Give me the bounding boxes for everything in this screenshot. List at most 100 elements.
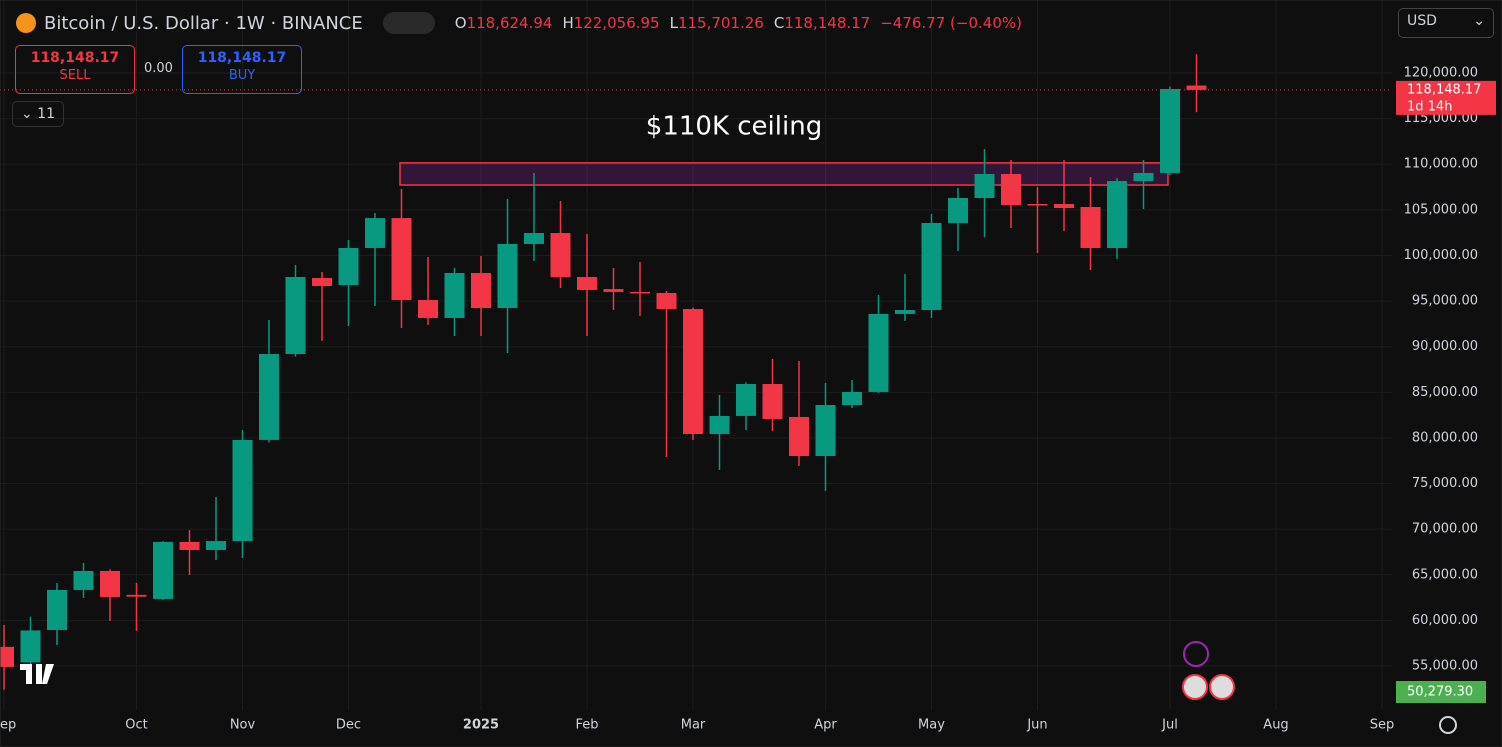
indicator-count: 11 <box>37 106 55 122</box>
flag-icon <box>1209 674 1235 700</box>
candle-body <box>126 594 147 597</box>
y-tick-label: 75,000.00 <box>1412 476 1478 491</box>
candle-body <box>1186 85 1207 90</box>
low-marker-label: 50,279.30 <box>1407 685 1473 700</box>
ohlc-key: C <box>773 14 785 32</box>
candle-body <box>656 292 677 310</box>
ohlc: O 118,624.94 H 122,056.95 L 115,701.26 C 118,14… <box>455 14 881 32</box>
annotation-text: $110K ceiling <box>646 111 822 141</box>
countdown: 1d 14h <box>1407 99 1452 114</box>
candle-body <box>974 173 995 198</box>
candle-body <box>895 310 915 314</box>
x-tick-label: Apr <box>814 718 837 733</box>
candle-body <box>868 313 889 392</box>
y-tick-label: 65,000.00 <box>1412 567 1478 582</box>
candle-body <box>683 309 703 435</box>
x-tick-label: 2025 <box>463 718 499 733</box>
buy-price: 118,148.17 <box>197 50 287 66</box>
x-tick-label: Oct <box>125 718 147 733</box>
sell-button[interactable]: 118,148.17 SELL <box>15 45 135 94</box>
candle-body <box>100 570 120 597</box>
candle-body <box>471 272 491 309</box>
candle-body <box>0 646 14 667</box>
ohlc-value: 118,624.94 <box>466 14 553 32</box>
status-pill[interactable] <box>382 12 435 34</box>
ohlc-value: 122,056.95 <box>573 14 660 32</box>
candle-body <box>444 272 465 318</box>
y-tick-label: 105,000.00 <box>1404 202 1478 217</box>
symbol[interactable]: Bitcoin / U.S. Dollar · 1W · BINANCE <box>44 12 363 34</box>
candle-body <box>1001 173 1021 206</box>
header: Bitcoin / U.S. Dollar · 1W · BINANCE O 11… <box>16 12 1032 34</box>
candle-body <box>762 384 783 419</box>
candle-body <box>1080 207 1101 248</box>
candle-body <box>1160 88 1180 173</box>
x-tick-label: Jun <box>1026 718 1047 733</box>
ohlc-value: 115,701.26 <box>677 14 764 32</box>
event-icon <box>1183 641 1209 667</box>
x-tick-label: Jul <box>1161 718 1178 733</box>
candle-body <box>630 291 650 294</box>
y-tick-label: 85,000.00 <box>1412 385 1478 400</box>
chevron: ⌄ <box>1473 13 1485 29</box>
candle-body <box>921 222 942 311</box>
low-marker-tag <box>1396 681 1486 703</box>
y-tick-label: 95,000.00 <box>1412 294 1478 309</box>
candle-body <box>789 416 809 456</box>
coin-icon <box>16 13 36 33</box>
candle-body <box>259 353 279 440</box>
candle-body <box>232 439 253 542</box>
x-tick-label: May <box>918 718 945 733</box>
currency-select[interactable]: USD ⌄ <box>1398 8 1494 38</box>
ceiling-zone <box>399 162 1169 186</box>
x-tick-label: Mar <box>681 718 706 733</box>
sell-price: 118,148.17 <box>30 50 120 66</box>
last-price-label: 118,148.17 <box>1407 82 1481 97</box>
y-tick-label: 60,000.00 <box>1412 613 1478 628</box>
spread: 0.00 <box>144 61 173 76</box>
y-tick-label: 80,000.00 <box>1412 430 1478 445</box>
tv-logo <box>20 664 54 684</box>
ohlc-key: H <box>562 14 574 32</box>
buy-button[interactable]: 118,148.17 BUY <box>182 45 302 94</box>
candle-body <box>577 276 597 290</box>
candle-body <box>20 630 41 663</box>
x-tick-label: Dec <box>336 718 361 733</box>
candle-body <box>285 276 306 354</box>
candle-body <box>603 289 624 292</box>
y-tick-label: 110,000.00 <box>1404 157 1478 172</box>
y-tick-label: 55,000.00 <box>1412 659 1478 674</box>
candle-body <box>736 384 756 416</box>
candle-body <box>709 415 730 435</box>
candle-body <box>1133 172 1154 182</box>
candle-body <box>1107 181 1127 248</box>
candle-body <box>391 218 412 300</box>
indicators-toggle[interactable]: ⌄ 11 <box>12 101 64 127</box>
y-tick-label: 120,000.00 <box>1404 65 1478 80</box>
candle-body <box>338 247 359 286</box>
ohlc-key: L <box>669 14 678 32</box>
candle-body <box>524 233 544 244</box>
candle-body <box>1054 204 1074 209</box>
candle-body <box>418 299 438 318</box>
candle-body <box>153 541 173 599</box>
x-tick-label: Aug <box>1263 718 1288 733</box>
x-tick-label: Sep <box>0 718 16 733</box>
y-tick-label: 100,000.00 <box>1404 248 1478 263</box>
settings-icon <box>1439 716 1457 734</box>
candle-body <box>497 243 518 309</box>
candle-body <box>179 541 200 550</box>
change: −476.77 (−0.40%) <box>880 14 1022 32</box>
price-axis-bg <box>1392 0 1502 747</box>
x-tick-label: Feb <box>575 718 598 733</box>
last-price-tag <box>1396 80 1496 115</box>
candle-body <box>842 391 862 405</box>
buy-label: BUY <box>228 68 256 83</box>
candle-body <box>948 197 968 223</box>
candle-body <box>47 589 67 630</box>
candle-body <box>312 277 332 287</box>
currency: USD <box>1407 13 1437 29</box>
candle-body <box>206 541 226 550</box>
